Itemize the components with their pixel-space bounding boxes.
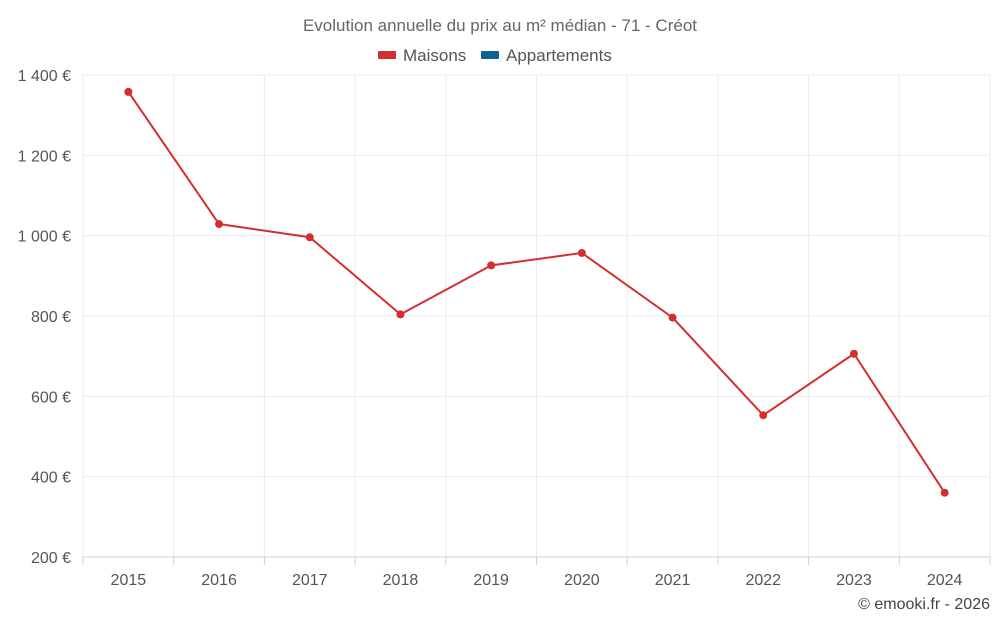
legend-label-appartements: Appartements bbox=[506, 46, 612, 65]
data-point-maisons-2022[interactable] bbox=[759, 411, 768, 420]
x-tick-label: 2024 bbox=[927, 572, 963, 589]
y-tick-label: 600 € bbox=[31, 389, 71, 406]
chart-title: Evolution annuelle du prix au m² médian … bbox=[303, 16, 697, 35]
legend-item-appartements[interactable]: Appartements bbox=[481, 46, 612, 65]
legend: Maisons Appartements bbox=[378, 46, 612, 65]
x-tick-label: 2019 bbox=[473, 572, 509, 589]
x-tick-label: 2016 bbox=[201, 572, 237, 589]
series-maisons bbox=[124, 87, 949, 497]
legend-label-maisons: Maisons bbox=[403, 46, 466, 65]
x-tick-label: 2022 bbox=[745, 572, 781, 589]
y-tick-label: 1 000 € bbox=[18, 229, 71, 246]
data-point-maisons-2015[interactable] bbox=[124, 87, 133, 96]
x-tick-label: 2020 bbox=[564, 572, 600, 589]
data-point-maisons-2016[interactable] bbox=[215, 220, 224, 229]
y-tick-label: 1 400 € bbox=[18, 68, 71, 85]
x-tick-label: 2021 bbox=[655, 572, 691, 589]
credit-text: © emooki.fr - 2026 bbox=[858, 596, 990, 613]
data-point-maisons-2017[interactable] bbox=[305, 233, 314, 242]
x-tick-label: 2017 bbox=[292, 572, 328, 589]
legend-swatch-appartements bbox=[481, 51, 499, 59]
y-tick-label: 400 € bbox=[31, 470, 71, 487]
data-point-maisons-2019[interactable] bbox=[487, 261, 496, 270]
legend-swatch-maisons bbox=[378, 51, 396, 59]
x-tick-label: 2015 bbox=[111, 572, 147, 589]
y-tick-label: 800 € bbox=[31, 309, 71, 326]
y-tick-label: 200 € bbox=[31, 550, 71, 567]
data-point-maisons-2018[interactable] bbox=[396, 310, 405, 319]
y-tick-label: 1 200 € bbox=[18, 148, 71, 165]
gridlines bbox=[82, 74, 991, 557]
x-tick-label: 2023 bbox=[836, 572, 872, 589]
data-point-maisons-2024[interactable] bbox=[940, 488, 949, 497]
data-point-maisons-2023[interactable] bbox=[849, 349, 858, 358]
legend-item-maisons[interactable]: Maisons bbox=[378, 46, 466, 65]
x-tick-label: 2018 bbox=[383, 572, 419, 589]
data-point-maisons-2021[interactable] bbox=[668, 313, 677, 322]
data-point-maisons-2020[interactable] bbox=[577, 248, 586, 257]
series-line-maisons bbox=[127, 91, 946, 494]
axes: 200 € 400 € 600 € 800 € 1 000 € 1 200 € 1 400 … bbox=[18, 68, 991, 589]
